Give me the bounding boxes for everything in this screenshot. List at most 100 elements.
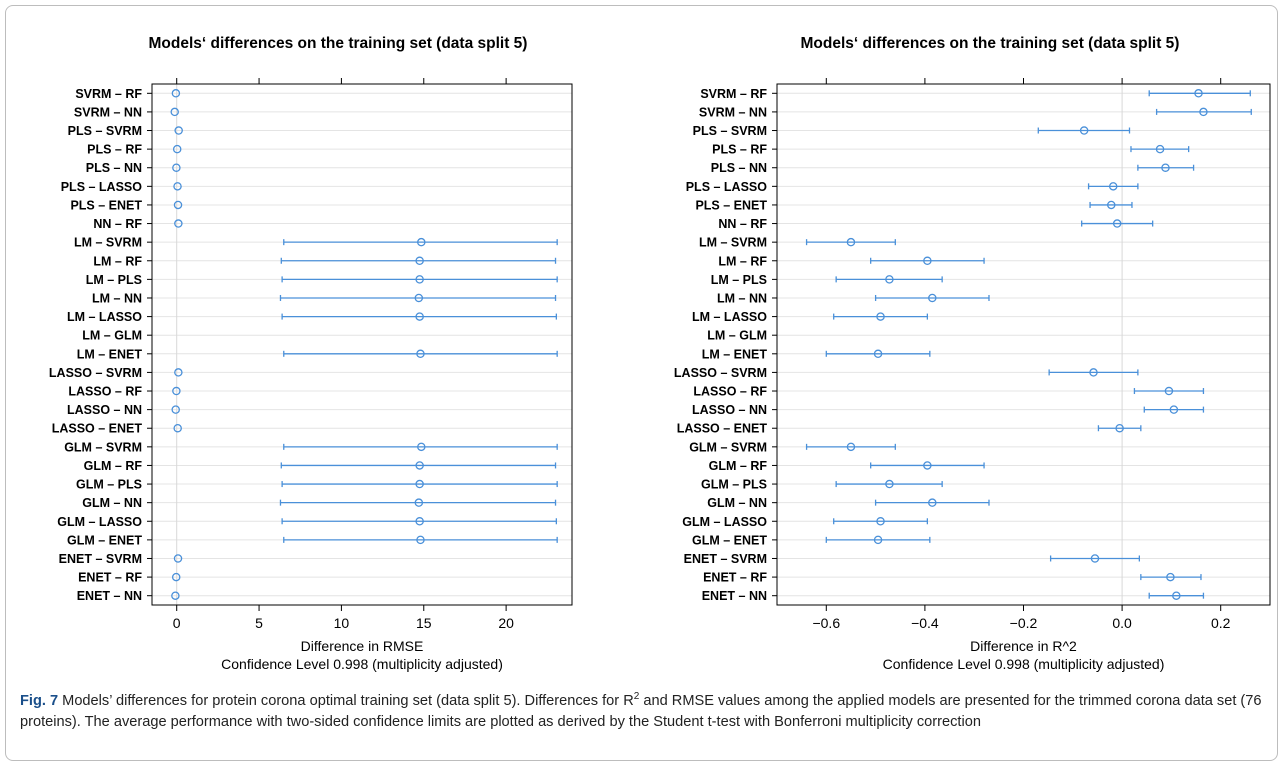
estimate-point <box>923 461 932 470</box>
estimate-point <box>415 517 424 526</box>
estimate-point <box>416 349 425 359</box>
estimate-point <box>873 349 883 359</box>
chart-title: Models‘ differences on the training set … <box>149 35 528 52</box>
estimate-point <box>928 293 937 303</box>
row-label: SVRM – NN <box>699 105 767 119</box>
x-axis-sublabel: Confidence Level 0.998 (multiplicity adj… <box>221 656 503 672</box>
estimate-point <box>928 498 937 507</box>
estimate-point <box>172 163 181 172</box>
chart-title: Models‘ differences on the training set … <box>801 35 1180 52</box>
row-label: GLM – NN <box>707 496 767 510</box>
estimate-point <box>1112 219 1122 228</box>
row-label: LM – GLM <box>82 329 142 343</box>
row-label: LM – LASSO <box>67 310 142 324</box>
row-label: LM – PLS <box>711 273 767 287</box>
estimate-point <box>171 89 181 98</box>
estimate-point <box>172 144 182 154</box>
row-label: LM – NN <box>717 291 767 305</box>
estimate-point <box>1169 405 1179 414</box>
estimate-point <box>173 423 182 433</box>
row-label: GLM – LASSO <box>682 515 767 529</box>
row-label: SVRM – RF <box>700 87 767 101</box>
estimate-point <box>1115 423 1124 433</box>
estimate-point <box>414 293 424 303</box>
row-label: LASSO – NN <box>67 403 142 417</box>
x-tick-label: 5 <box>255 615 263 631</box>
figure-caption: Fig. 7 Models’ differences for protein c… <box>20 686 1265 733</box>
row-label: LM – LASSO <box>692 310 767 324</box>
estimate-point <box>876 517 885 526</box>
estimate-point <box>172 386 181 396</box>
estimate-point <box>846 237 856 247</box>
row-label: PLS – NN <box>86 161 142 175</box>
estimate-point <box>1172 591 1181 600</box>
caption-superscript: 2 <box>633 691 640 702</box>
estimate-point <box>1194 89 1203 98</box>
row-label: GLM – ENET <box>67 533 142 547</box>
row-label: ENET – RF <box>78 571 142 585</box>
row-label: LM – SVRM <box>74 236 142 250</box>
estimate-point <box>416 535 425 545</box>
row-label: LM – ENET <box>77 347 143 361</box>
plot-frame <box>776 83 1271 606</box>
x-axis-label: Difference in R^2 <box>970 638 1077 654</box>
row-label: GLM – NN <box>82 496 142 510</box>
estimate-point <box>1108 182 1118 191</box>
estimate-point <box>417 237 426 247</box>
estimate-point <box>174 126 183 135</box>
estimate-point <box>173 182 182 191</box>
estimate-point <box>174 219 183 228</box>
x-tick-label: 15 <box>416 615 432 631</box>
row-label: ENET – RF <box>703 571 767 585</box>
estimate-point <box>1199 107 1208 117</box>
row-label: LM – RF <box>93 254 142 268</box>
estimate-point <box>415 479 424 489</box>
x-tick-label: 0.2 <box>1211 615 1231 631</box>
x-tick-label: 0 <box>173 615 181 631</box>
x-tick-label: −0.2 <box>1010 615 1038 631</box>
estimate-point <box>415 275 424 284</box>
plot-frame <box>151 83 573 606</box>
estimate-point <box>1107 200 1116 210</box>
figure-frame <box>5 5 1278 761</box>
estimate-point <box>885 275 894 284</box>
estimate-point <box>1161 163 1170 172</box>
row-label: PLS – RF <box>87 143 142 157</box>
estimate-point <box>415 461 424 470</box>
estimate-point <box>923 256 932 266</box>
row-label: GLM – RF <box>709 459 768 473</box>
x-tick-label: 10 <box>334 615 350 631</box>
row-label: LASSO – SVRM <box>49 366 142 380</box>
row-label: PLS – SVRM <box>693 124 767 138</box>
row-label: GLM – SVRM <box>64 440 142 454</box>
estimate-point <box>846 442 856 452</box>
figure-label: Fig. 7 <box>20 692 59 709</box>
row-label: NN – RF <box>93 217 142 231</box>
estimate-point <box>1166 572 1175 582</box>
row-label: LASSO – ENET <box>677 422 768 436</box>
row-label: ENET – SVRM <box>59 552 142 566</box>
row-label: LASSO – ENET <box>52 422 143 436</box>
row-label: PLS – LASSO <box>61 180 143 194</box>
estimate-point <box>1079 126 1089 135</box>
x-axis-label: Difference in RMSE <box>301 638 424 654</box>
row-label: GLM – PLS <box>76 478 142 492</box>
row-label: LM – NN <box>92 291 142 305</box>
estimate-point <box>173 554 183 563</box>
row-label: NN – RF <box>718 217 767 231</box>
estimate-point <box>1164 386 1174 396</box>
row-label: ENET – NN <box>77 589 142 603</box>
row-label: GLM – LASSO <box>57 515 142 529</box>
row-label: PLS – NN <box>711 161 767 175</box>
x-tick-label: −0.4 <box>911 615 939 631</box>
estimate-point <box>173 200 183 210</box>
row-label: LM – RF <box>718 254 767 268</box>
estimate-point <box>171 572 181 582</box>
row-label: GLM – PLS <box>701 478 767 492</box>
row-label: GLM – RF <box>84 459 143 473</box>
estimate-point <box>1155 144 1165 154</box>
row-label: PLS – LASSO <box>686 180 768 194</box>
estimate-point <box>174 368 183 377</box>
estimate-point <box>1089 368 1098 377</box>
